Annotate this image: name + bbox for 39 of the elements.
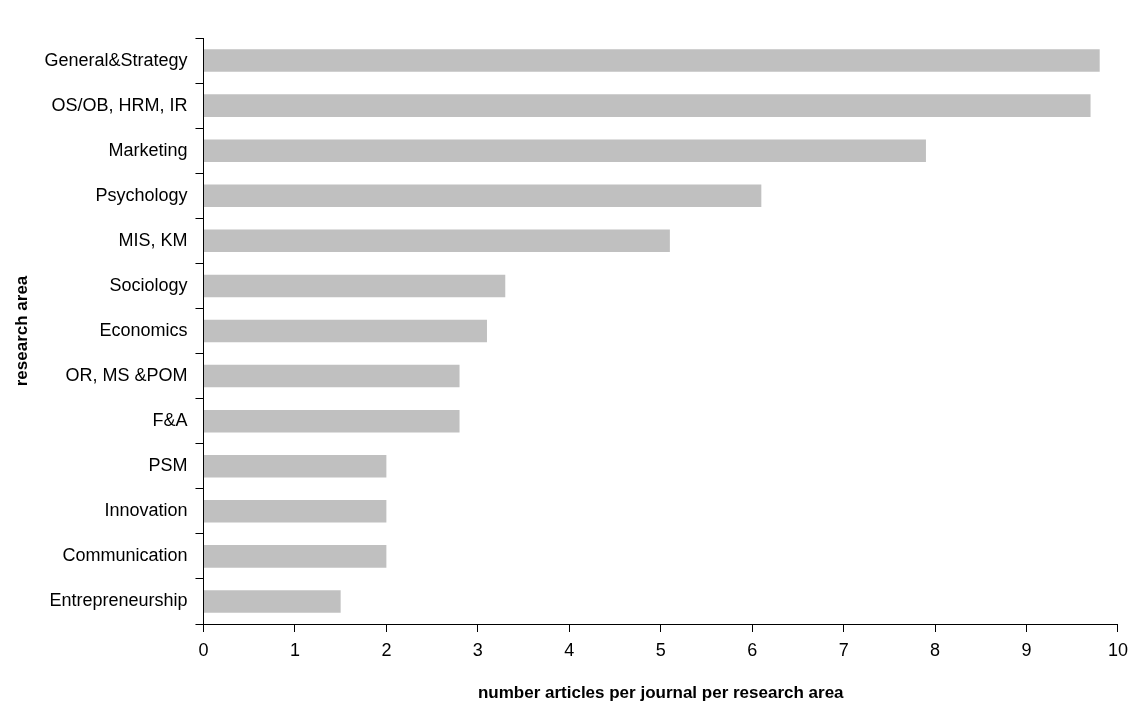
y-tick-label: Marketing bbox=[108, 139, 188, 160]
bar bbox=[203, 590, 341, 613]
x-tick-label: 7 bbox=[838, 639, 849, 660]
x-tick-label: 5 bbox=[655, 639, 666, 660]
y-tick-label: Innovation bbox=[104, 500, 188, 521]
x-tick-label: 6 bbox=[747, 639, 758, 660]
bar bbox=[203, 364, 460, 388]
bar bbox=[203, 319, 487, 343]
bar bbox=[203, 229, 670, 253]
x-tick-label: 10 bbox=[1107, 639, 1128, 660]
bar bbox=[203, 454, 387, 478]
bar bbox=[203, 49, 1100, 72]
y-tick-label: Entrepreneurship bbox=[49, 590, 188, 611]
bar bbox=[203, 409, 460, 433]
y-tick-label: OS/OB, HRM, IR bbox=[51, 94, 188, 115]
bar bbox=[203, 545, 387, 568]
y-tick-label: Economics bbox=[99, 319, 188, 340]
y-tick-label: Psychology bbox=[95, 184, 188, 205]
bar bbox=[203, 500, 387, 523]
bar bbox=[203, 94, 1091, 117]
x-tick-label: 0 bbox=[198, 639, 209, 660]
y-tick-label: General&Strategy bbox=[44, 49, 188, 70]
bar bbox=[203, 139, 926, 162]
y-tick-label: OR, MS &POM bbox=[65, 365, 188, 386]
y-axis-title: research area bbox=[11, 275, 31, 387]
x-axis-title: number articles per journal per research area bbox=[477, 683, 845, 703]
y-tick-label: Communication bbox=[62, 545, 188, 566]
y-tick-label: F&A bbox=[152, 410, 188, 431]
x-tick-label: 9 bbox=[1021, 639, 1032, 660]
x-tick-label: 4 bbox=[564, 639, 575, 660]
bar bbox=[203, 184, 762, 208]
y-tick-label: MIS, KM bbox=[118, 229, 188, 250]
x-tick-label: 3 bbox=[472, 639, 483, 660]
bar bbox=[203, 274, 506, 298]
x-tick-label: 2 bbox=[381, 639, 392, 660]
y-tick-label: PSM bbox=[148, 455, 188, 476]
y-tick-label: Sociology bbox=[109, 274, 188, 295]
x-tick-label: 1 bbox=[289, 639, 300, 660]
x-tick-label: 8 bbox=[930, 639, 941, 660]
